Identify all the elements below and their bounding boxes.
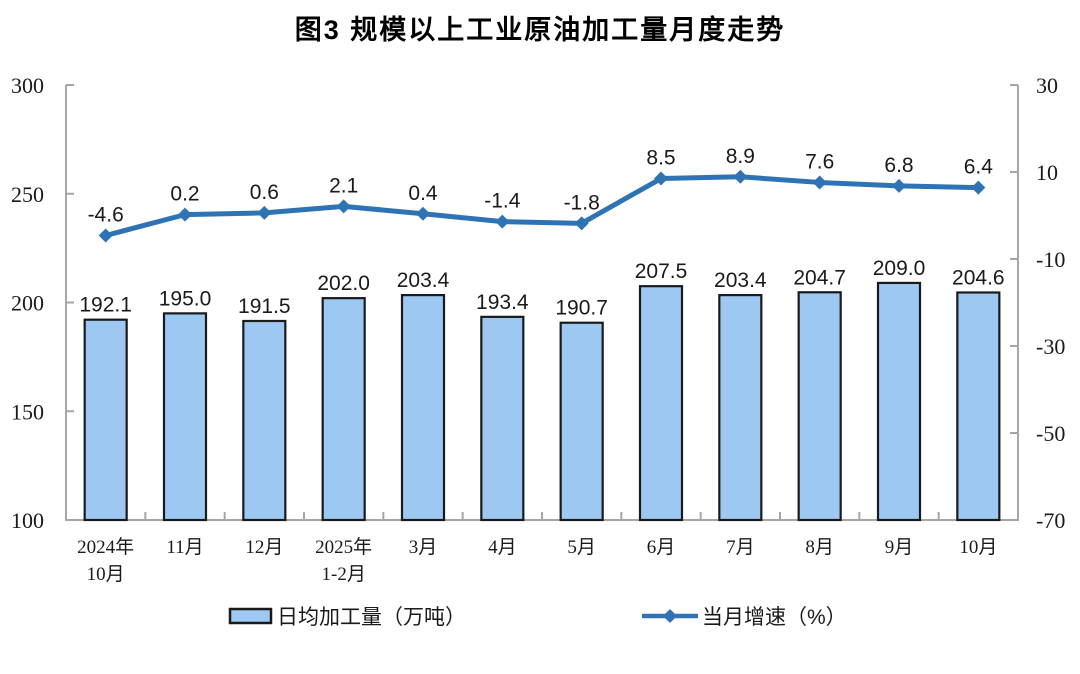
x-tick-label: 2024年 [77, 536, 134, 558]
line-value-label: 0.6 [250, 181, 279, 204]
x-tick-label: 9月 [885, 537, 914, 558]
line-marker-icon [971, 180, 986, 195]
y-left-tick-label: 300 [11, 73, 44, 98]
line-value-label: -1.4 [484, 190, 521, 213]
growth-line [103, 174, 981, 239]
line-marker-icon [98, 228, 113, 243]
line-value-label: 2.1 [329, 174, 358, 197]
bar [162, 312, 208, 522]
line-marker-icon [892, 178, 906, 193]
chart-title: 图3 规模以上工业原油加工量月度走势 [294, 15, 786, 45]
line-marker-icon [495, 214, 510, 229]
bar [400, 294, 446, 522]
y-right-tick-label: -10 [1036, 247, 1065, 272]
bar [956, 291, 1001, 522]
bar-value-label: 195.0 [159, 287, 212, 310]
x-tick-label: 8月 [805, 537, 834, 558]
y-right-tick-label: -70 [1036, 508, 1065, 533]
line-marker-icon [416, 206, 430, 221]
x-tick-label: 4月 [488, 537, 517, 558]
x-tick-label: 7月 [726, 537, 755, 558]
bar [797, 291, 842, 522]
y-right-tick-label: 10 [1036, 160, 1058, 185]
x-tick-label: 2025年 [315, 536, 372, 558]
line-marker-icon [336, 199, 351, 214]
bar [876, 281, 922, 522]
bar-value-label: 209.0 [873, 257, 926, 280]
y-right-tick-label: -30 [1036, 334, 1065, 359]
y-right-tick-label: 30 [1036, 73, 1058, 98]
bar [718, 294, 763, 522]
x-tick-label: 10月 [959, 537, 997, 558]
bar [242, 319, 287, 522]
line-marker-icon [654, 171, 668, 186]
bar-value-label: 204.6 [952, 266, 1005, 289]
line-value-label: 8.5 [646, 147, 675, 170]
x-tick-label: 10月 [87, 564, 125, 585]
line-value-label: 0.2 [170, 183, 199, 206]
x-tick-label: 6月 [647, 537, 676, 558]
bar [638, 285, 684, 522]
x-tick-label: 1-2月 [322, 564, 366, 585]
bar [83, 318, 128, 522]
y-left-tick-label: 200 [11, 291, 44, 316]
bar [480, 315, 525, 522]
line-value-label: 8.9 [726, 145, 755, 168]
line-marker-icon [733, 169, 748, 184]
bar-value-label: 202.0 [317, 272, 370, 295]
bar-value-label: 191.5 [238, 295, 291, 318]
y-left-tick-label: 100 [11, 508, 44, 533]
line-marker-icon [812, 175, 827, 190]
y-left-tick-label: 150 [11, 399, 44, 424]
y-right-tick-label: -50 [1036, 421, 1065, 446]
bar-value-label: 190.7 [555, 297, 608, 320]
bar-value-label: 207.5 [635, 260, 688, 283]
line-value-label: 6.8 [884, 154, 913, 177]
line-value-label: 7.6 [805, 150, 834, 173]
x-tick-label: 12月 [245, 537, 283, 558]
bar-value-label: 203.4 [714, 269, 767, 292]
x-tick-label: 5月 [567, 537, 596, 558]
bar-value-label: 193.4 [476, 291, 529, 314]
line-value-label: -1.8 [564, 191, 600, 214]
y-left-tick-label: 250 [11, 182, 44, 207]
bar-value-label: 204.7 [793, 266, 846, 289]
line-marker-icon [178, 207, 192, 222]
line-marker-icon [574, 216, 589, 231]
line-value-label: 0.4 [408, 182, 438, 205]
line-value-label: 6.4 [964, 156, 994, 179]
x-tick-label: 11月 [166, 537, 203, 558]
bar-value-label: 192.1 [79, 294, 132, 317]
bar [559, 321, 604, 522]
bar-value-label: 203.4 [397, 269, 450, 292]
line-value-label: -4.6 [88, 204, 124, 227]
x-tick-label: 3月 [409, 537, 438, 558]
line-marker-icon [257, 205, 272, 220]
bar [321, 297, 366, 522]
